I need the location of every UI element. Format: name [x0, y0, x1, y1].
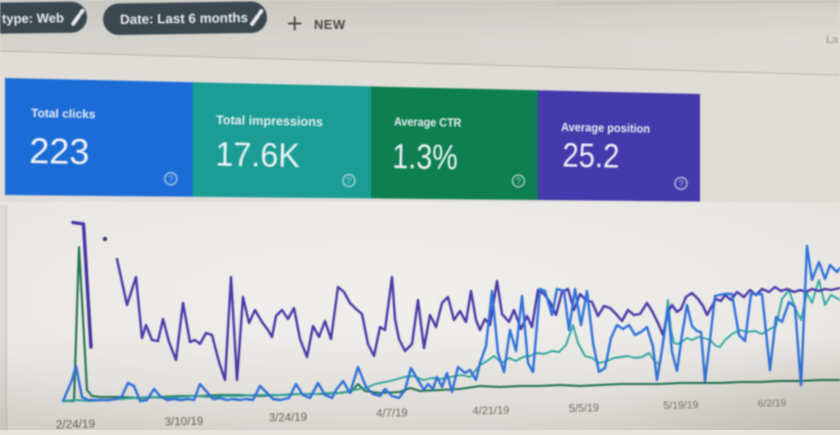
svg-text:?: ?	[678, 179, 684, 190]
svg-text:Average position: Average position	[561, 122, 650, 136]
svg-text:4/7/19: 4/7/19	[376, 407, 408, 420]
svg-text:1.3%: 1.3%	[392, 136, 458, 177]
svg-text:?: ?	[168, 174, 174, 185]
svg-text:Average CTR: Average CTR	[394, 116, 462, 130]
svg-text:2/24/19: 2/24/19	[56, 417, 96, 430]
svg-text:type: Web: type: Web	[2, 10, 64, 26]
svg-text:NEW: NEW	[314, 17, 346, 32]
svg-text:5/5/19: 5/5/19	[569, 402, 599, 415]
svg-text:3/10/19: 3/10/19	[164, 415, 203, 429]
svg-text:5/19/19: 5/19/19	[663, 399, 698, 412]
svg-text:17.6K: 17.6K	[215, 136, 300, 176]
svg-text:3/24/19: 3/24/19	[269, 412, 308, 425]
svg-text:?: ?	[346, 176, 352, 187]
svg-text:Date: Last 6 months: Date: Last 6 months	[120, 10, 248, 27]
svg-text:Total clicks: Total clicks	[31, 106, 96, 121]
svg-text:223: 223	[29, 130, 90, 172]
svg-text:Total impressions: Total impressions	[216, 113, 323, 129]
svg-text:6/2/19: 6/2/19	[758, 398, 787, 410]
svg-text:4/21/19: 4/21/19	[472, 405, 509, 418]
svg-text:25.2: 25.2	[562, 135, 620, 175]
svg-text:La: La	[826, 34, 839, 46]
svg-text:?: ?	[516, 176, 522, 187]
